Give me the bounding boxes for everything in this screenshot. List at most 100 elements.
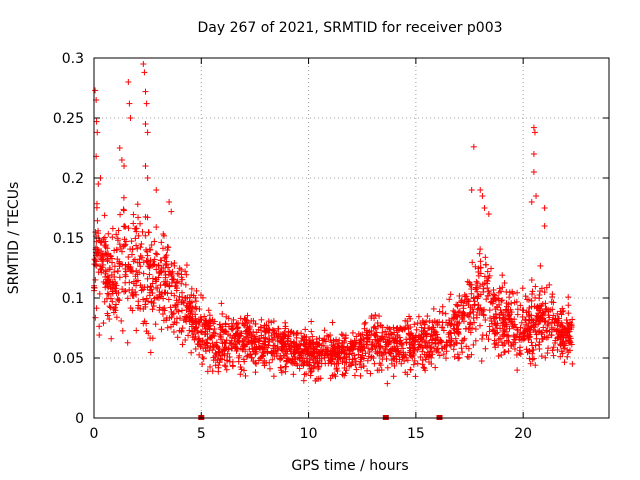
data-point bbox=[357, 372, 364, 379]
data-point bbox=[373, 329, 380, 336]
data-point bbox=[432, 340, 439, 347]
data-point bbox=[270, 336, 277, 343]
data-point-spike bbox=[530, 169, 537, 175]
data-point bbox=[560, 307, 567, 314]
data-point bbox=[204, 324, 211, 331]
data-point bbox=[277, 338, 284, 345]
data-point bbox=[262, 329, 269, 336]
data-point-spike bbox=[95, 181, 102, 187]
data-point bbox=[173, 279, 180, 286]
data-point bbox=[127, 266, 134, 273]
data-point bbox=[149, 335, 156, 342]
data-point bbox=[407, 349, 414, 356]
data-point bbox=[97, 266, 104, 273]
data-point bbox=[537, 262, 544, 269]
data-point bbox=[348, 345, 355, 352]
data-point bbox=[124, 295, 131, 302]
data-point bbox=[92, 276, 99, 283]
data-point bbox=[185, 308, 192, 315]
data-point bbox=[174, 334, 181, 341]
data-point bbox=[109, 234, 116, 241]
data-point bbox=[119, 261, 126, 268]
data-point bbox=[119, 248, 126, 255]
data-point bbox=[450, 346, 457, 353]
data-point bbox=[108, 271, 115, 278]
data-point-spike bbox=[93, 118, 100, 125]
data-point bbox=[428, 348, 435, 355]
data-point bbox=[364, 334, 371, 341]
data-point bbox=[140, 305, 147, 312]
data-point bbox=[321, 327, 328, 334]
data-point bbox=[158, 269, 165, 276]
data-point bbox=[422, 342, 429, 349]
data-point bbox=[225, 323, 232, 330]
data-point bbox=[422, 356, 429, 363]
data-point bbox=[511, 299, 518, 306]
data-point bbox=[181, 295, 188, 302]
data-point bbox=[162, 253, 169, 260]
data-point bbox=[475, 292, 482, 299]
data-point bbox=[106, 303, 113, 310]
data-point bbox=[437, 337, 444, 344]
data-point bbox=[482, 317, 489, 324]
data-point bbox=[162, 272, 169, 279]
data-point bbox=[177, 315, 184, 322]
data-point bbox=[144, 214, 151, 221]
data-point-spike bbox=[118, 157, 125, 163]
data-point bbox=[96, 323, 103, 330]
data-point bbox=[423, 331, 430, 338]
data-point bbox=[463, 343, 470, 350]
data-point bbox=[106, 266, 113, 273]
data-point bbox=[499, 284, 506, 291]
data-point bbox=[144, 252, 151, 259]
data-point bbox=[441, 344, 448, 351]
data-point bbox=[538, 353, 545, 360]
data-point bbox=[308, 368, 315, 375]
data-point bbox=[510, 324, 517, 331]
data-point bbox=[322, 338, 329, 345]
data-point bbox=[101, 242, 108, 249]
data-point bbox=[176, 327, 183, 334]
data-point bbox=[173, 297, 180, 304]
data-point bbox=[497, 288, 504, 295]
data-point bbox=[546, 281, 553, 288]
data-point bbox=[334, 367, 341, 374]
data-point bbox=[466, 279, 473, 286]
data-point bbox=[218, 300, 225, 307]
data-point bbox=[552, 337, 559, 344]
data-point bbox=[555, 327, 562, 334]
data-point bbox=[249, 345, 256, 352]
data-point bbox=[545, 345, 552, 352]
data-point bbox=[554, 346, 561, 353]
data-point bbox=[250, 348, 257, 355]
data-point bbox=[252, 369, 259, 376]
data-point bbox=[492, 306, 499, 313]
data-point bbox=[285, 337, 292, 344]
data-point bbox=[275, 325, 282, 332]
data-point bbox=[539, 309, 546, 316]
data-point bbox=[455, 355, 462, 362]
data-point bbox=[526, 347, 533, 354]
data-point bbox=[393, 358, 400, 365]
data-point bbox=[133, 282, 140, 289]
data-point bbox=[534, 313, 541, 320]
data-point bbox=[343, 347, 350, 354]
data-point bbox=[514, 311, 521, 318]
data-point bbox=[553, 318, 560, 325]
chart-title: Day 267 of 2021, SRMTID for receiver p00… bbox=[197, 20, 502, 36]
data-point bbox=[278, 369, 285, 376]
data-point bbox=[230, 316, 237, 323]
data-point bbox=[364, 367, 371, 374]
data-point bbox=[417, 320, 424, 327]
data-point-spike bbox=[531, 129, 538, 136]
data-point bbox=[434, 331, 441, 338]
data-point bbox=[293, 334, 300, 341]
data-point bbox=[384, 380, 391, 387]
data-point bbox=[263, 322, 270, 329]
data-point bbox=[524, 332, 531, 339]
x-tick-label: 5 bbox=[197, 426, 206, 442]
data-point bbox=[182, 316, 189, 323]
data-point bbox=[240, 343, 247, 350]
data-point bbox=[183, 313, 190, 320]
data-point bbox=[155, 274, 162, 281]
